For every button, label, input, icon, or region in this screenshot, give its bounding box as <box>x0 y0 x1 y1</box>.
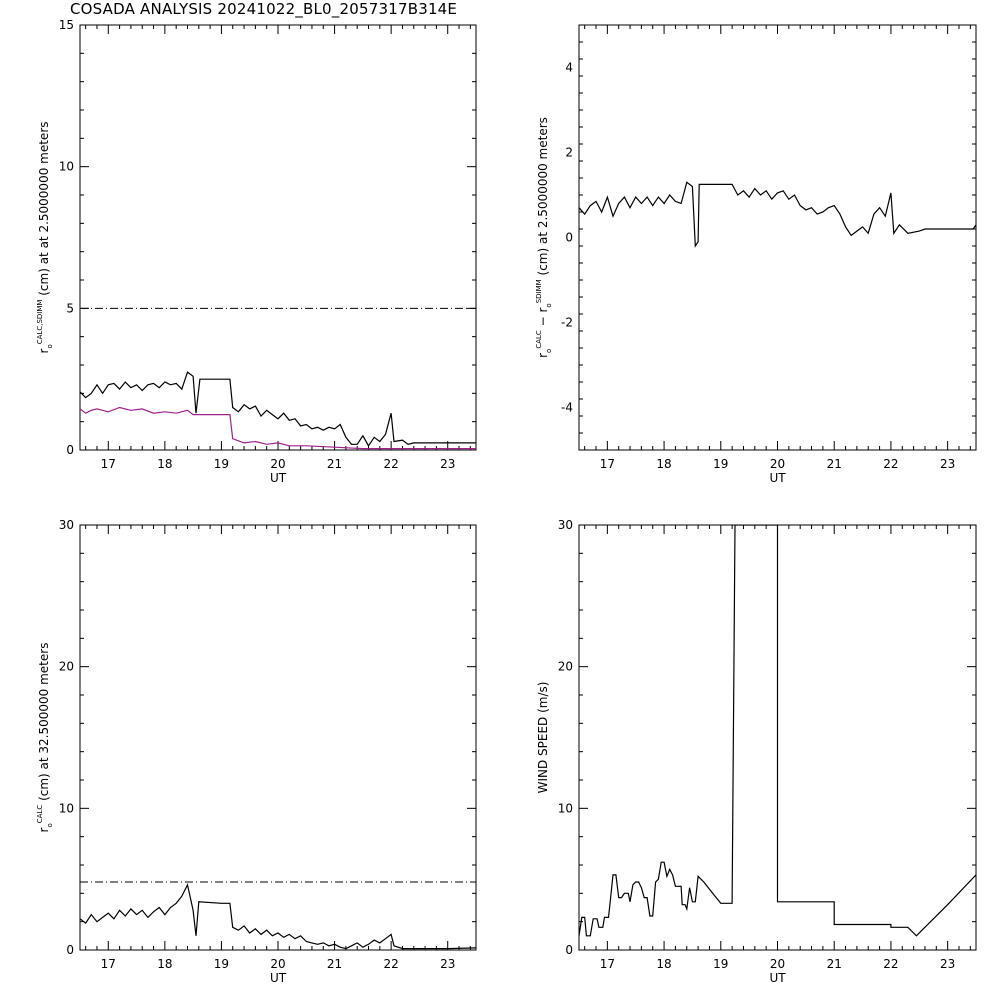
p1-ytick-label: 0 <box>66 443 74 457</box>
p1-xlabel: UT <box>270 471 287 485</box>
p2-panel: 17 18 19 20 21 22 23 -4 -2 0 2 4 UT roCALC − roSDIMM … <box>535 24 977 485</box>
p3-ytick-label: 30 <box>59 518 74 532</box>
p1-ylabel-text: roCALC,SDIMM (cm) at at 2.5000000 meters <box>36 122 54 354</box>
p2-yticks: -4 -2 0 2 4 <box>561 24 976 451</box>
p4-panel: 17 18 19 20 21 22 23 0 10 20 30 UT WIND SPEED (m/s) <box>536 518 977 985</box>
p3-xticks: 17 18 19 20 21 22 23 <box>85 525 471 971</box>
p1-series-2-line <box>80 406 476 450</box>
p4-xlabel: UT <box>769 971 786 985</box>
p2-xticks: 17 18 19 20 21 22 23 <box>584 25 971 471</box>
p2-xlabel: UT <box>769 471 786 485</box>
p3-frame <box>79 524 477 951</box>
p2-ytick-label: -4 <box>561 401 573 415</box>
p3-xlabel: UT <box>270 971 287 985</box>
p4-xtick-label: 17 <box>600 957 615 971</box>
p3-xtick-label: 18 <box>157 957 172 971</box>
p1-xtick-label: 21 <box>327 457 342 471</box>
p3-ytick-label: 20 <box>59 660 74 674</box>
p4-xtick-label: 19 <box>713 957 728 971</box>
p1-ytick-label: 10 <box>59 160 74 174</box>
p4-xtick-label: 21 <box>827 957 842 971</box>
p2-ytick-label: -2 <box>561 316 573 330</box>
p4-ytick-label: 30 <box>558 518 573 532</box>
p2-ylabel-text: roCALC − roSDIMM (cm) at 2.5000000 meter… <box>535 117 553 358</box>
p3-xtick-label: 20 <box>270 957 285 971</box>
p3-panel: 17 18 19 20 21 22 23 0 10 20 30 UT roCALC (cm) at 32… <box>36 518 477 985</box>
p1-xtick-label: 18 <box>157 457 172 471</box>
p4-yticks: 0 10 20 30 <box>558 518 976 957</box>
p3-xtick-label: 17 <box>101 957 116 971</box>
p4-ytick-label: 10 <box>558 801 573 815</box>
p4-xticks: 17 18 19 20 21 22 23 <box>584 525 971 971</box>
p3-ytick-label: 10 <box>59 801 74 815</box>
p3-yticks: 0 10 20 30 <box>59 518 476 957</box>
p2-ytick-label: 4 <box>565 61 573 75</box>
p4-xtick-label: 23 <box>940 957 955 971</box>
page-title: COSADA ANALYSIS 20241022_BL0_2057317B314… <box>70 0 458 18</box>
p4-xtick-label: 20 <box>770 957 785 971</box>
p2-ytick-label: 0 <box>565 231 573 245</box>
p1-yticks: 0 5 10 15 <box>59 18 476 457</box>
p4-xtick-label: 18 <box>656 957 671 971</box>
p4-ylabel-text: WIND SPEED (m/s) <box>536 682 550 794</box>
p3-xtick-label: 22 <box>384 957 399 971</box>
p3-xtick-label: 23 <box>440 957 455 971</box>
p1-xticks: 17 18 19 20 21 22 23 <box>85 25 471 471</box>
p1-ylabel: roCALC,SDIMM (cm) at at 2.5000000 meters <box>36 122 54 354</box>
p4-series-1-line <box>579 525 976 937</box>
p1-ytick-label: 15 <box>59 18 74 32</box>
p2-frame <box>578 24 977 451</box>
p3-ylabel: roCALC (cm) at 32.500000 meters <box>36 643 54 833</box>
p2-xtick-label: 21 <box>827 457 842 471</box>
p1-xtick-label: 19 <box>214 457 229 471</box>
p1-xtick-label: 23 <box>440 457 455 471</box>
p2-xtick-label: 19 <box>713 457 728 471</box>
p2-ylabel: roCALC − roSDIMM (cm) at 2.5000000 meter… <box>535 117 553 358</box>
p2-ytick-label: 2 <box>565 146 573 160</box>
p2-xtick-label: 18 <box>656 457 671 471</box>
p4-ytick-label: 20 <box>558 660 573 674</box>
p4-xtick-label: 22 <box>883 957 898 971</box>
p1-xtick-label: 17 <box>101 457 116 471</box>
p2-xtick-label: 23 <box>940 457 955 471</box>
p1-xtick-label: 22 <box>384 457 399 471</box>
p1-xtick-label: 20 <box>270 457 285 471</box>
p4-ylabel: WIND SPEED (m/s) <box>536 682 550 794</box>
p2-series-1-line <box>579 181 976 248</box>
p3-ytick-label: 0 <box>66 943 74 957</box>
p1-series-1-line <box>80 371 476 447</box>
p3-xtick-label: 19 <box>214 957 229 971</box>
p2-xtick-label: 22 <box>883 457 898 471</box>
p2-xtick-label: 17 <box>600 457 615 471</box>
p3-series-1-line <box>80 883 476 950</box>
p1-panel: 17 18 19 20 21 22 23 0 5 10 15 UT roCALC,SDIMM (cm) … <box>36 18 477 485</box>
p1-frame <box>79 24 477 451</box>
p1-ytick-label: 5 <box>66 301 74 315</box>
p3-xtick-label: 21 <box>327 957 342 971</box>
p2-xtick-label: 20 <box>770 457 785 471</box>
p3-ylabel-text: roCALC (cm) at 32.500000 meters <box>36 643 54 833</box>
p4-ytick-label: 0 <box>565 943 573 957</box>
